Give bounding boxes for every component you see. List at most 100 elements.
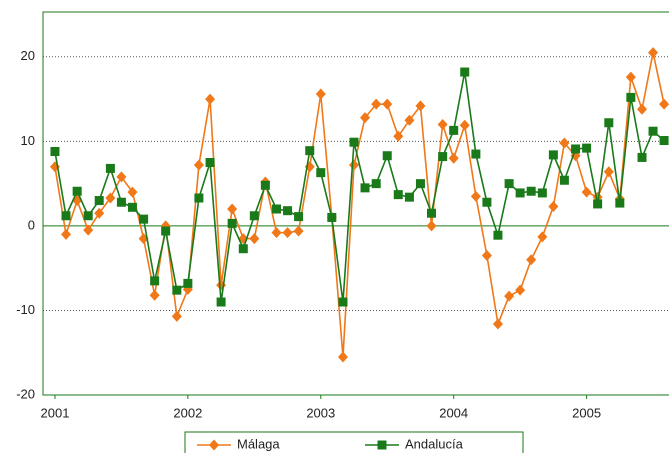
marker bbox=[238, 244, 248, 254]
marker bbox=[460, 67, 470, 77]
marker bbox=[404, 114, 415, 126]
marker bbox=[537, 231, 548, 243]
marker bbox=[377, 440, 387, 450]
marker bbox=[283, 206, 293, 216]
marker bbox=[437, 118, 448, 130]
grid bbox=[43, 56, 669, 396]
marker bbox=[127, 186, 138, 198]
marker bbox=[604, 118, 614, 128]
marker bbox=[481, 249, 492, 261]
marker bbox=[582, 143, 592, 153]
marker bbox=[94, 207, 105, 219]
y-tick-label: 20 bbox=[21, 48, 35, 63]
legend-label: Andalucía bbox=[405, 436, 464, 451]
marker bbox=[637, 103, 648, 115]
marker bbox=[183, 278, 193, 288]
marker bbox=[305, 146, 315, 156]
marker bbox=[205, 93, 216, 105]
marker bbox=[371, 98, 382, 110]
legend: Málaga Andalucía bbox=[184, 431, 524, 453]
marker bbox=[149, 289, 160, 301]
marker bbox=[537, 188, 547, 198]
marker bbox=[161, 226, 171, 236]
marker bbox=[349, 137, 359, 147]
marker bbox=[637, 152, 647, 162]
series-line bbox=[54, 52, 665, 358]
x-tick-label: 2004 bbox=[439, 405, 468, 420]
marker bbox=[61, 211, 71, 221]
marker bbox=[293, 225, 304, 237]
y-tick-label: 0 bbox=[28, 217, 35, 232]
marker bbox=[83, 211, 93, 221]
marker bbox=[271, 227, 282, 239]
marker bbox=[625, 71, 636, 83]
marker bbox=[382, 151, 392, 161]
marker bbox=[360, 183, 370, 193]
marker bbox=[626, 92, 636, 102]
marker bbox=[193, 159, 204, 171]
marker bbox=[205, 157, 215, 167]
marker bbox=[471, 149, 481, 159]
marker bbox=[249, 211, 259, 221]
legend-box bbox=[184, 431, 524, 453]
marker bbox=[139, 214, 149, 224]
marker bbox=[548, 200, 559, 212]
marker bbox=[227, 203, 238, 215]
marker bbox=[493, 230, 503, 240]
marker bbox=[615, 198, 625, 208]
plot-frame bbox=[42, 11, 669, 396]
marker bbox=[426, 220, 437, 232]
marker bbox=[294, 212, 304, 222]
marker bbox=[470, 190, 481, 202]
marker bbox=[349, 159, 360, 171]
x-tick-label: 2003 bbox=[306, 405, 335, 420]
marker bbox=[449, 125, 459, 135]
marker bbox=[393, 190, 403, 200]
marker bbox=[116, 171, 127, 183]
marker bbox=[360, 112, 371, 124]
marker bbox=[171, 310, 182, 322]
y-tick-label: -20 bbox=[16, 386, 35, 401]
marker bbox=[194, 193, 204, 203]
marker bbox=[338, 297, 348, 307]
marker bbox=[504, 179, 514, 189]
marker bbox=[659, 98, 669, 110]
marker bbox=[127, 202, 137, 212]
x-tick-label: 2005 bbox=[572, 405, 601, 420]
plot-area bbox=[49, 47, 669, 363]
marker bbox=[94, 196, 104, 206]
axes: -20 -10 0 10 20 2001 2002 2003 2004 2005 bbox=[16, 11, 669, 420]
marker bbox=[315, 88, 326, 100]
marker bbox=[482, 197, 492, 207]
marker bbox=[116, 197, 126, 207]
marker bbox=[172, 285, 182, 295]
marker bbox=[371, 179, 381, 189]
marker bbox=[504, 290, 515, 302]
marker bbox=[105, 163, 115, 173]
marker bbox=[415, 100, 426, 112]
marker bbox=[603, 166, 614, 178]
marker bbox=[438, 152, 448, 162]
marker bbox=[526, 186, 536, 196]
marker bbox=[327, 212, 337, 222]
marker bbox=[593, 199, 603, 209]
marker bbox=[83, 224, 94, 236]
marker bbox=[515, 188, 525, 198]
x-tick-label: 2002 bbox=[173, 405, 202, 420]
marker bbox=[393, 130, 404, 142]
marker bbox=[581, 186, 592, 198]
marker bbox=[426, 208, 436, 218]
marker bbox=[492, 318, 503, 330]
marker bbox=[216, 297, 226, 307]
marker bbox=[559, 137, 570, 149]
marker bbox=[260, 180, 270, 190]
marker bbox=[60, 228, 71, 240]
marker bbox=[209, 439, 219, 451]
marker bbox=[548, 150, 558, 160]
marker bbox=[382, 98, 393, 110]
legend-label: Málaga bbox=[237, 436, 280, 451]
marker bbox=[571, 144, 581, 154]
marker bbox=[105, 192, 116, 204]
marker bbox=[515, 284, 526, 296]
